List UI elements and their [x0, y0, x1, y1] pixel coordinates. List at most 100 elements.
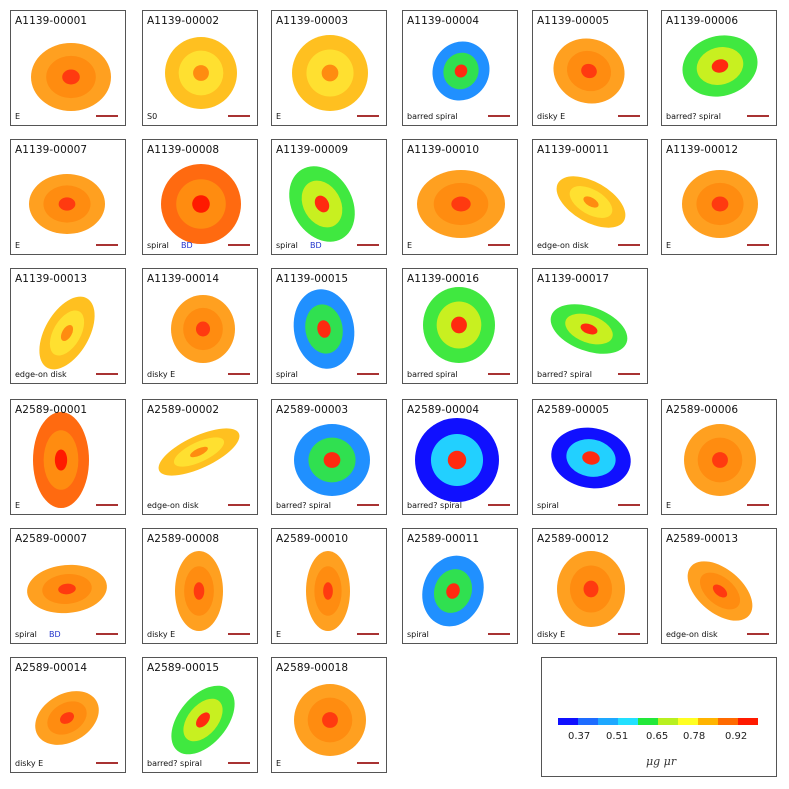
galaxy-panel: A2589-00008 disky E — [142, 528, 258, 644]
colorbar-tick-label: 0.65 — [646, 731, 669, 742]
scale-bar — [96, 504, 118, 506]
panel-class: disky E — [147, 370, 176, 379]
panel-class: E — [276, 112, 282, 121]
panel-class: barred? spiral — [276, 501, 331, 510]
galaxy-image — [687, 561, 753, 621]
bd-flag: BD — [49, 630, 61, 639]
galaxy-image — [171, 685, 235, 755]
galaxy-image — [158, 428, 240, 476]
scale-bar — [747, 504, 769, 506]
scale-bar — [96, 633, 118, 635]
panel-class: barred? spiral — [407, 501, 462, 510]
colorbar-swatch — [638, 718, 658, 725]
panel-id: A1139-00017 — [537, 273, 610, 285]
panel-class: barred? spiral — [147, 759, 202, 768]
colorbar-swatch — [658, 718, 678, 725]
galaxy-image — [553, 38, 625, 104]
colorbar-tick-label: 0.51 — [606, 731, 629, 742]
scale-bar — [228, 762, 250, 764]
galaxy-image — [422, 555, 484, 627]
galaxy-image — [31, 43, 111, 111]
scale-bar — [747, 115, 769, 117]
scale-bar — [96, 115, 118, 117]
panel-id: A2589-00001 — [15, 404, 88, 416]
galaxy-panel: A1139-00001 E — [10, 10, 126, 126]
colorbar-tick-label: 0.78 — [683, 731, 706, 742]
galaxy-panel: A1139-00002 S0 — [142, 10, 258, 126]
panel-class: disky E — [147, 630, 176, 639]
colorbar-swatch — [578, 718, 598, 725]
galaxy-panel: A2589-00010 E — [271, 528, 387, 644]
galaxy-panel: A1139-00005 disky E — [532, 10, 648, 126]
galaxy-panel: A1139-00007 E — [10, 139, 126, 255]
scale-bar — [488, 504, 510, 506]
scale-bar — [228, 373, 250, 375]
galaxy-image — [557, 551, 625, 627]
scale-bar — [747, 633, 769, 635]
colorbar-swatch — [738, 718, 758, 725]
galaxy-panel: A2589-00001 E — [10, 399, 126, 515]
scale-bar — [357, 504, 379, 506]
panel-class: edge-on disk — [15, 370, 67, 379]
bd-flag: BD — [310, 241, 322, 250]
panel-class: E — [666, 241, 672, 250]
galaxy-image — [171, 295, 235, 363]
galaxy-panel: A2589-00007 spiral BD — [10, 528, 126, 644]
panel-id: A2589-00010 — [276, 533, 349, 545]
panel-id: A1139-00005 — [537, 15, 610, 27]
galaxy-image — [306, 551, 350, 631]
scale-bar — [96, 762, 118, 764]
colorbar-swatch — [618, 718, 638, 725]
panel-id: A1139-00013 — [15, 273, 88, 285]
colorbar-legend: 0.37 0.51 0.65 0.78 0.92 μg μr — [541, 657, 777, 777]
scale-bar — [228, 115, 250, 117]
scale-bar — [488, 115, 510, 117]
panel-id: A2589-00015 — [147, 662, 220, 674]
galaxy-image — [161, 164, 241, 244]
galaxy-panel: A2589-00012 disky E — [532, 528, 648, 644]
scale-bar — [357, 244, 379, 246]
panel-id: A1139-00010 — [407, 144, 480, 156]
galaxy-image — [35, 691, 99, 745]
colorbar-swatch — [718, 718, 738, 725]
galaxy-panel: A2589-00018 E — [271, 657, 387, 773]
galaxy-image — [417, 170, 505, 238]
galaxy-image — [556, 176, 626, 228]
galaxy-panel: A2589-00002 edge-on disk — [142, 399, 258, 515]
panel-class: E — [15, 112, 21, 121]
galaxy-panel: A2589-00015 barred? spiral — [142, 657, 258, 773]
scale-bar — [747, 244, 769, 246]
galaxy-image — [423, 287, 495, 363]
colorbar-swatch — [698, 718, 718, 725]
panel-id: A2589-00018 — [276, 662, 349, 674]
galaxy-panel: A1139-00006 barred? spiral — [661, 10, 777, 126]
panel-class: spiral — [147, 241, 169, 250]
galaxy-panel: A2589-00003 barred? spiral — [271, 399, 387, 515]
scale-bar — [357, 373, 379, 375]
galaxy-image — [294, 424, 370, 496]
galaxy-panel: A1139-00003 E — [271, 10, 387, 126]
scale-bar — [618, 373, 640, 375]
panel-class: S0 — [147, 112, 158, 121]
galaxy-panel: A1139-00011 edge-on disk — [532, 139, 648, 255]
scale-bar — [488, 244, 510, 246]
galaxy-image — [39, 296, 95, 370]
colorbar-tick-label: 0.37 — [568, 731, 591, 742]
scale-bar — [228, 244, 250, 246]
panel-class: disky E — [537, 112, 566, 121]
scale-bar — [488, 373, 510, 375]
panel-id: A1139-00003 — [276, 15, 349, 27]
panel-id: A2589-00006 — [666, 404, 739, 416]
panel-id: A1139-00008 — [147, 144, 220, 156]
scale-bar — [228, 504, 250, 506]
galaxy-panel: A1139-00013 edge-on disk — [10, 268, 126, 384]
panel-id: A2589-00003 — [276, 404, 349, 416]
galaxy-panel: A1139-00017 barred? spiral — [532, 268, 648, 384]
panel-id: A2589-00012 — [537, 533, 610, 545]
panel-class: spiral — [15, 630, 37, 639]
galaxy-image — [682, 170, 758, 238]
panel-id: A1139-00002 — [147, 15, 220, 27]
panel-class: barred? spiral — [666, 112, 721, 121]
panel-id: A1139-00001 — [15, 15, 88, 27]
galaxy-panel: A1139-00010 E — [402, 139, 518, 255]
